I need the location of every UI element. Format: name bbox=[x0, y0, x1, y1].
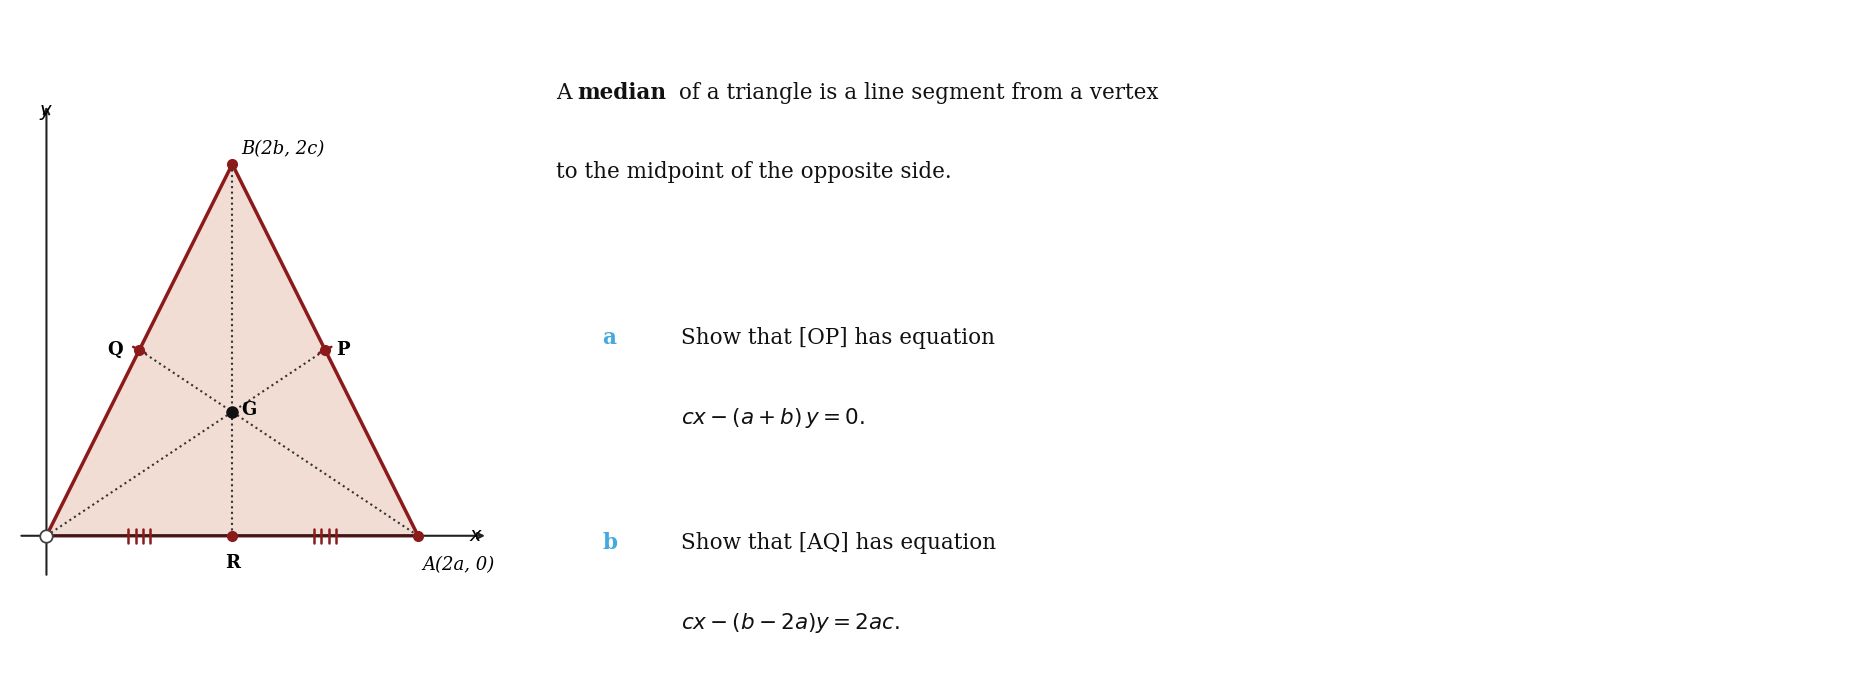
Text: Q: Q bbox=[108, 341, 123, 359]
Text: B(2b, 2c): B(2b, 2c) bbox=[241, 140, 325, 158]
Text: $cx - (a + b)\,y = 0.$: $cx - (a + b)\,y = 0.$ bbox=[682, 406, 865, 429]
Text: to the midpoint of the opposite side.: to the midpoint of the opposite side. bbox=[555, 161, 951, 183]
Text: of a triangle is a line segment from a vertex: of a triangle is a line segment from a v… bbox=[672, 82, 1159, 104]
Text: G: G bbox=[241, 401, 256, 419]
Text: A(2a, 0): A(2a, 0) bbox=[422, 556, 494, 574]
Text: R: R bbox=[225, 554, 240, 572]
Text: $cx - (b - 2a)y = 2ac.$: $cx - (b - 2a)y = 2ac.$ bbox=[682, 611, 899, 635]
Text: Show that [OP] has equation: Show that [OP] has equation bbox=[682, 327, 995, 349]
Text: b: b bbox=[602, 532, 617, 554]
Text: median: median bbox=[578, 82, 665, 104]
Text: a: a bbox=[602, 327, 617, 349]
Text: $x$: $x$ bbox=[468, 527, 483, 545]
Text: P: P bbox=[336, 341, 349, 359]
Text: A: A bbox=[555, 82, 578, 104]
Polygon shape bbox=[46, 164, 418, 536]
Text: Show that [AQ] has equation: Show that [AQ] has equation bbox=[682, 532, 995, 554]
Text: $y$: $y$ bbox=[39, 104, 54, 122]
